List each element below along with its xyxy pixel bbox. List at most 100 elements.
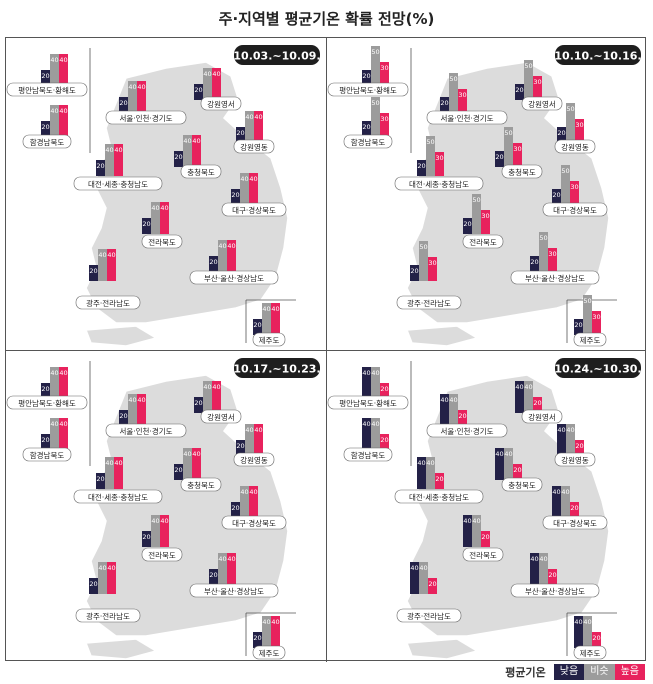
bar-낮음 [142, 218, 151, 234]
bar-낮음 [89, 578, 98, 594]
bar-낮음 [209, 256, 218, 272]
bar-비슷 [50, 418, 59, 450]
bar-value-label: 40 [463, 517, 471, 525]
bar-높음 [481, 210, 490, 234]
bar-value-label: 20 [231, 191, 239, 199]
region-label-box [426, 423, 508, 438]
bar-value-label: 40 [254, 113, 262, 121]
panel-chart-svg: 10.10.~10.16.205030평안남북도·황해도205030함경남북도2… [327, 45, 642, 347]
period-badge [555, 358, 641, 378]
legend-high: 높음 [614, 664, 645, 680]
bar-낮음 [530, 553, 539, 585]
region-label: 충청북도 [187, 481, 215, 490]
bar-value-label: 20 [481, 533, 489, 541]
region-label-box [521, 96, 563, 111]
bar-value-label: 40 [192, 450, 200, 458]
bar-높음 [458, 410, 467, 426]
bar-value-label: 40 [105, 459, 113, 467]
jeju-map-shape [405, 325, 479, 347]
region-label: 서울·인천·경기도 [119, 426, 172, 436]
bar-낮음 [209, 569, 218, 585]
region-label: 강원영동 [240, 455, 268, 465]
chart-title: 주·지역별 평균기온 확률 전망(%) [218, 10, 435, 28]
region-label: 충청북도 [508, 481, 536, 490]
region-label-box [180, 164, 222, 179]
bar-비슷 [449, 73, 458, 113]
region-label-box [252, 645, 286, 660]
bar-value-label: 20 [142, 533, 150, 541]
bar-높음 [380, 383, 389, 399]
bar-높음 [192, 448, 201, 480]
bar-value-label: 20 [209, 571, 217, 579]
panel-grid: 10.03.~10.09. 20 40 40 평안남북도·황해도 20 40 40 함경남북도 2… [5, 37, 646, 662]
bar-높음 [249, 486, 258, 518]
bar-value-label: 30 [435, 154, 443, 162]
bar-value-label: 40 [530, 555, 538, 563]
bar-비슷 [472, 515, 481, 547]
region-label-box [73, 489, 163, 504]
bar-value-label: 20 [89, 580, 97, 588]
bar-높음 [59, 367, 68, 399]
bar-낮음 [440, 97, 449, 113]
region-label-box [462, 547, 504, 562]
region-label-box [343, 134, 393, 149]
bar-value-label: 30 [592, 313, 600, 321]
bar-value-label: 20 [209, 258, 217, 266]
region-label: 충청북도 [508, 168, 536, 177]
bar-value-label: 20 [174, 153, 182, 161]
bar-value-label: 20 [380, 385, 388, 393]
bar-비슷 [583, 295, 592, 335]
bar-value-label: 30 [380, 64, 388, 72]
bar-낮음 [552, 189, 561, 205]
bar-비슷 [371, 97, 380, 137]
bar-value-label: 50 [539, 234, 547, 242]
region-label-box [75, 295, 141, 310]
bar-낮음 [41, 121, 50, 137]
jeju-map-shape [84, 325, 158, 347]
bar-value-label: 40 [249, 488, 257, 496]
region-label-box [200, 96, 242, 111]
bar-value-label: 40 [227, 555, 235, 563]
region-label-box [22, 134, 72, 149]
region-label: 전라북도 [148, 550, 176, 560]
bar-비슷 [151, 515, 160, 547]
bar-비슷 [128, 394, 137, 426]
region-label-box [6, 82, 88, 97]
bar-높음 [575, 119, 584, 143]
region-label: 제주도 [580, 336, 601, 345]
bar-value-label: 40 [160, 204, 168, 212]
bar-value-label: 40 [50, 420, 58, 428]
bar-value-label: 40 [271, 618, 279, 626]
region-label: 함경남북도 [30, 137, 65, 147]
region-label-box [180, 477, 222, 492]
bar-value-label: 20 [231, 504, 239, 512]
bar-높음 [513, 143, 522, 167]
bar-value-label: 30 [575, 121, 583, 129]
region-label: 강원영서 [207, 99, 235, 109]
period-badge [234, 358, 320, 378]
bar-높음 [513, 464, 522, 480]
bar-value-label: 40 [218, 242, 226, 250]
bar-value-label: 20 [458, 412, 466, 420]
bar-비슷 [245, 111, 254, 143]
bar-비슷 [218, 553, 227, 585]
bar-비슷 [539, 232, 548, 272]
bar-value-label: 30 [548, 250, 556, 258]
bar-낮음 [557, 424, 566, 456]
period-label: 10.03.~10.09. [233, 50, 320, 63]
bar-value-label: 20 [89, 267, 97, 275]
region-label-box [73, 176, 163, 191]
bar-낮음 [142, 531, 151, 547]
